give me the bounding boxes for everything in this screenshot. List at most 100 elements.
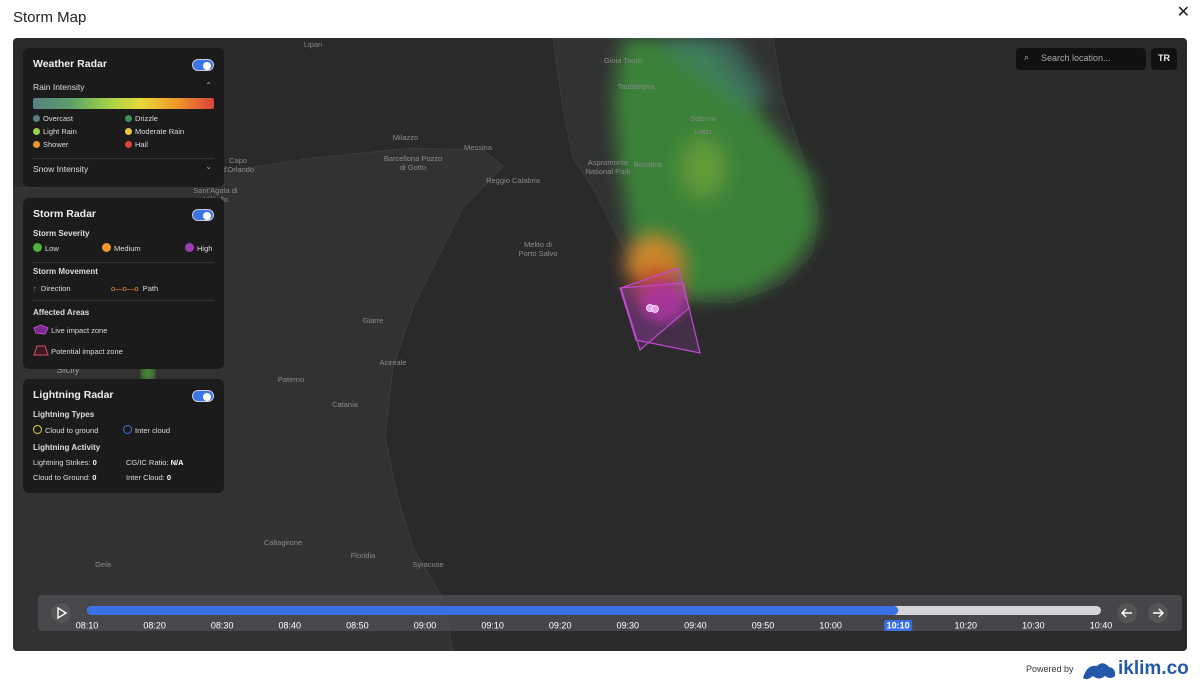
search-box[interactable]: ⌕ Search location... [1016,48,1146,70]
dialog-title: Storm Map [13,9,87,26]
map-label: Sicily [56,365,80,376]
map[interactable]: Lipari Gioia Tauro Taurianova Siderno Locri M… [13,38,1187,651]
section-title: Storm Movement [33,267,98,276]
legend-label: Hail [135,140,148,149]
rain-gradient [33,98,214,109]
time-label[interactable]: 09:40 [684,621,707,631]
toggle[interactable] [192,209,214,221]
toggle[interactable] [192,390,214,402]
section-title: Lightning Types [33,410,95,419]
legend-item: Shower [33,140,68,149]
map-label: Floridia [350,551,376,560]
map-label: Paterno [277,375,305,384]
map-label: Aspromonte National Park [585,158,631,176]
label: Cloud to ground [45,426,99,435]
time-label[interactable]: 10:40 [1090,621,1113,631]
map-label: Lipari [303,40,323,49]
legend-label: Drizzle [135,114,158,123]
label: Inter cloud [135,426,171,435]
progress-fill [87,606,899,615]
legend-label: Overcast [43,114,74,123]
legend-item: Drizzle [125,114,158,123]
panel-title: Weather Radar [33,58,107,70]
stat: Inter Cloud: 0 [126,473,171,482]
stat: Lightning Strikes: 0 [33,458,97,467]
legend-label: Moderate Rain [135,127,185,136]
time-label[interactable]: 09:10 [481,621,504,631]
map-label: Melito di Porto Salvo [518,240,558,258]
legend-item: o—o—o Path [111,284,159,293]
close-button[interactable]: ✕ [1176,4,1190,21]
time-label[interactable]: 08:40 [279,621,302,631]
legend-item: Medium [102,243,141,253]
map-label: Messina [464,143,492,152]
time-label[interactable]: 10:30 [1022,621,1045,631]
time-label[interactable]: 08:20 [143,621,166,631]
map-label: Gioia Tauro [603,56,643,65]
lightning-panel: Lightning Radar Lightning Types Cloud to… [23,379,224,493]
map-label: Milazzo [392,133,419,142]
time-label[interactable]: 08:50 [346,621,369,631]
panel-title: Storm Radar [33,208,97,220]
time-label[interactable]: 08:10 [76,621,99,631]
time-label[interactable]: 09:00 [414,621,437,631]
label: Search location... [1041,53,1111,63]
label: Direction [40,284,71,293]
legend-item: Overcast [33,114,73,123]
label: Potential impact zone [51,347,123,356]
time-label[interactable]: 08:30 [211,621,234,631]
legend-item: ↑ Direction [33,284,71,293]
time-label[interactable]: 09:50 [752,621,775,631]
legend-label: High [197,244,213,253]
stat-label: CG/IC Ratio: [126,458,169,467]
toggle[interactable] [192,59,214,71]
map-label: Capo d'Orlando [221,156,255,174]
section-title: Rain Intensity [33,82,85,92]
legend-item: Low [33,243,59,253]
legend-item: Hail [125,140,148,149]
time-label[interactable]: 10:20 [955,621,978,631]
stat-label: Inter Cloud: [126,473,165,482]
legend-item: Potential impact zone [33,345,123,356]
storm-panel: Storm Radar Storm Severity Low Medium High… [23,198,224,369]
map-label: Syracuse [412,560,444,569]
legend-item: High [185,243,212,253]
map-label: Taurianova [617,82,655,91]
time-label[interactable]: 10:10 [887,621,910,631]
brand-name: iklim.co [1118,658,1189,679]
weather-panel: Weather Radar Rain Intensity ⌃ Overcast D… [23,48,224,187]
timeline-track: 08:10 08:20 08:30 08:40 08:50 09:00 09:10 09:20… [51,603,1168,631]
section-title: Snow Intensity [33,164,89,174]
map-label: Locri [694,127,712,136]
legend-label: Medium [114,244,141,253]
stat-label: Lightning Strikes: [33,458,91,467]
label: Path [142,284,159,293]
section-title: Affected Areas [33,308,90,317]
play-button[interactable] [51,603,71,623]
brand-logo [1083,663,1116,680]
section-title: Storm Severity [33,229,90,238]
time-label[interactable]: 09:30 [617,621,640,631]
time-label[interactable]: 09:20 [549,621,572,631]
legend-label: Shower [43,140,69,149]
map-label: Acireale [379,358,407,367]
label: Live impact zone [51,326,108,335]
stat: CG/IC Ratio: N/A [126,458,184,467]
map-label: Gela [95,560,111,569]
stat-label: Cloud to Ground: [33,473,91,482]
language-button[interactable]: TR [1151,48,1177,70]
time-label[interactable]: 10:00 [819,621,842,631]
map-label: Catania [332,400,358,409]
legend-label: Light Rain [43,127,77,136]
map-label: Reggio Calabria [486,176,540,185]
stat-value: 0 [92,473,97,482]
map-label: Barcellona Pozzo di Gotto [383,154,443,172]
map-label: Siderno [690,114,716,123]
stat-value: 0 [92,458,97,467]
stat-value: N/A [170,458,184,467]
timeline: 08:10 08:20 08:30 08:40 08:50 09:00 09:10 09:20… [38,595,1182,631]
legend-item: Inter cloud [123,425,170,435]
legend-item: Cloud to ground [33,425,98,435]
map-label: Giarre [362,316,384,325]
